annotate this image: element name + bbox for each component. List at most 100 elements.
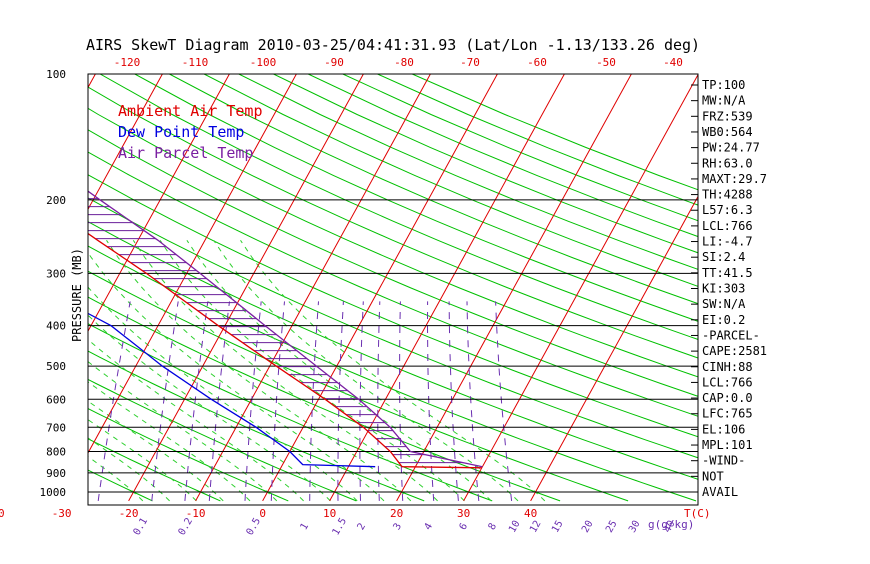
moist-adiabat-line [187,240,491,501]
isotherm-line [0,65,101,501]
legend-entry: Air Parcel Temp [118,144,253,162]
temp-tick-label-top: -90 [324,56,344,69]
mixing-ratio-label: 25 [604,519,620,535]
index-label: MAXT:29.7 [702,172,767,186]
dry-adiabat-line [0,74,560,501]
index-label: MW:N/A [702,94,746,108]
mixing-ratio-label: 4 [423,521,436,532]
index-label: EL:106 [702,422,745,436]
temp-tick-label-bottom: 40 [524,507,537,520]
moist-adiabat-line [160,240,464,501]
index-label: CINH:88 [702,360,753,374]
pressure-tick-label: 600 [46,393,66,406]
moist-adiabat-line [53,240,357,501]
index-label: L57:6.3 [702,203,753,217]
index-label: SI:2.4 [702,250,745,264]
index-label: FRZ:539 [702,109,753,123]
mixing-ratio-label: 8 [487,521,500,532]
temp-tick-label-top: -110 [182,56,209,69]
dry-adiabat-line [412,74,870,501]
temp-tick-label-top: -60 [527,56,547,69]
moist-adiabat-line [0,240,250,501]
mixing-ratio-line [378,301,380,501]
mixing-ratio-label: 2 [356,521,369,532]
chart-title: AIRS SkewT Diagram 2010-03-25/04:41:31.9… [86,36,700,54]
index-label: CAP:0.0 [702,391,753,405]
temp-tick-label-bottom: 30 [457,507,470,520]
mixing-ratio-label: 1 [299,521,312,532]
pressure-tick-label: 500 [46,360,66,373]
index-label: PW:24.77 [702,141,760,155]
mixing-ratio-label: 15 [550,519,566,535]
pressure-tick-label: 800 [46,445,66,458]
temp-tick-label-top: -100 [250,56,277,69]
index-label: LI:-4.7 [702,235,753,249]
pressure-tick-label: 900 [46,467,66,480]
mixing-ratio-label: 6 [458,521,471,532]
pressure-tick-label: 700 [46,421,66,434]
pressure-tick-label: 1000 [40,486,67,499]
temp-tick-label-top: -50 [596,56,616,69]
mixing-ratio-line [0,301,30,501]
temp-tick-label-top: -120 [114,56,141,69]
index-label: LCL:766 [702,375,753,389]
index-label: -WIND- [702,454,745,468]
dry-adiabat-line [204,74,870,501]
pressure-tick-label: 200 [46,194,66,207]
moist-adiabat-line [0,240,277,501]
temp-tick-label-top: -70 [460,56,480,69]
isotherm-line [263,65,503,501]
index-label: EI:0.2 [702,313,745,327]
y-axis-label: PRESSURE (MB) [70,248,84,342]
temp-tick-label-bottom: 20 [390,507,403,520]
mixing-ratio-line [496,301,512,501]
mixing-ratio-line [449,301,458,501]
temp-tick-label-bottom: -30 [52,507,72,520]
temp-tick-label-bottom: -20 [119,507,139,520]
index-label: AVAIL [702,485,738,499]
moist-adiabat-line [0,240,223,501]
mixing-ratio-label: 30 [627,519,643,535]
temp-tick-label-top: -80 [394,56,414,69]
pressure-tick-label: 100 [46,68,66,81]
mixing-ratio-label: 20 [580,519,596,535]
index-label: NOT [702,469,724,483]
dry-adiabat-line [135,74,870,501]
legend-entry: Ambient Air Temp [118,102,263,120]
index-label: KI:303 [702,282,745,296]
index-label: TH:4288 [702,188,753,202]
mixing-ratio-line [338,301,344,501]
index-label: LFC:765 [702,407,753,421]
mixing-ratio-axis-label: g(g/kg) [648,518,694,531]
mixing-ratio-line [467,301,479,501]
mixing-ratio-label: 10 [507,519,523,535]
dry-adiabat-line [343,74,870,501]
temp-tick-label-bottom: 10 [323,507,336,520]
isotherm-line [0,65,34,501]
index-label: MPL:101 [702,438,753,452]
dry-adiabat-line [0,74,628,501]
index-label: -PARCEL- [702,328,760,342]
mixing-ratio-label: 3 [392,521,405,532]
pressure-tick-label: 300 [46,267,66,280]
isotherm-line [397,65,637,501]
legend-entry: Dew Point Temp [118,123,244,141]
index-label: TT:41.5 [702,266,753,280]
moist-adiabat-line [0,240,170,501]
moist-adiabat-line [214,240,518,501]
index-label: CAPE:2581 [702,344,767,358]
index-label: RH:63.0 [702,156,753,170]
moist-adiabat-line [0,240,196,501]
index-label: TP:100 [702,78,745,92]
index-label: WB0:564 [702,125,753,139]
temp-tick-label-bottom: 0 [259,507,266,520]
mixing-ratio-label: 12 [528,519,544,535]
pressure-tick-label: 400 [46,320,66,333]
dry-adiabat-line [0,74,696,501]
mixing-ratio-line [400,301,403,501]
temp-tick-label-bottom: -40 [0,507,5,520]
temp-tick-label-top: -40 [663,56,683,69]
mixing-ratio-line [428,301,434,501]
